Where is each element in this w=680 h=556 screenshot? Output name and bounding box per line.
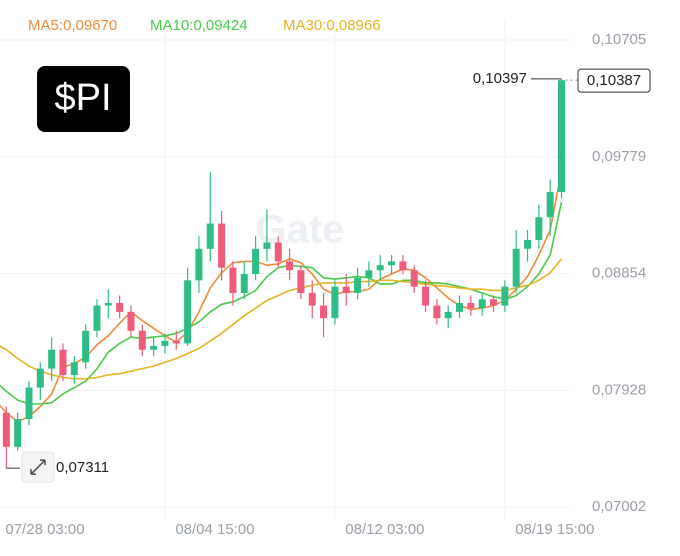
- candle-body: [422, 286, 430, 306]
- candle-body: [342, 286, 350, 293]
- y-tick-label: 0,10705: [592, 31, 646, 48]
- candle-body: [286, 261, 294, 271]
- x-tick-label: 08/04 15:00: [175, 521, 254, 538]
- candle-body: [512, 248, 520, 287]
- candle-body: [161, 340, 169, 346]
- candle-body: [501, 286, 509, 306]
- candle-body: [195, 248, 203, 281]
- candle-body: [229, 267, 237, 293]
- candle-body: [82, 330, 90, 363]
- legend-entry: MA30:0,08966: [283, 17, 381, 34]
- candle-body: [546, 192, 554, 218]
- candle-body: [399, 261, 407, 271]
- y-tick-label: 0,09779: [592, 148, 646, 165]
- candle-body: [433, 305, 441, 319]
- candle-body: [93, 305, 101, 331]
- low-label: 0,07311: [56, 459, 109, 476]
- candle-body: [218, 223, 226, 268]
- candle-body: [308, 292, 316, 306]
- candle-body: [127, 311, 135, 331]
- candle-body: [410, 270, 418, 287]
- ma-line: [0, 258, 563, 380]
- high-label: 0,10397: [473, 70, 527, 87]
- legend-entry: MA10:0,09424: [150, 17, 248, 34]
- candle-body: [25, 387, 33, 420]
- labels: 0,07002 0,07928 0,08854 0,09779 0,10705 07/28…: [5, 31, 651, 538]
- candle-body: [138, 330, 146, 350]
- badge-text: $PI: [54, 77, 111, 119]
- x-tick-label: 08/19 15:00: [515, 521, 594, 538]
- candle-body: [478, 299, 486, 309]
- candle-body: [490, 299, 498, 306]
- candle-body: [274, 242, 282, 262]
- candle-body: [535, 217, 543, 240]
- candle-body: [240, 274, 248, 293]
- candle-body: [331, 286, 339, 319]
- candle-body: [206, 223, 214, 249]
- expand-icon: [30, 459, 46, 475]
- candle-body: [524, 239, 532, 249]
- y-tick-label: 0,08854: [592, 264, 646, 281]
- candle-body: [14, 419, 22, 447]
- candle-body: [150, 345, 158, 350]
- candles: [2, 78, 565, 469]
- candle-body: [104, 303, 112, 306]
- x-tick-label: 08/12 03:00: [345, 521, 424, 538]
- candle-body: [320, 305, 328, 319]
- candle-body: [263, 242, 271, 249]
- x-tick-label: 07/28 03:00: [5, 521, 84, 538]
- last-price-label: 0,10387: [587, 72, 641, 89]
- candle-body: [252, 248, 260, 275]
- legend: MA5:0,09670 MA10:0,09424 MA30:0,08966: [28, 17, 381, 34]
- candle-body: [2, 412, 10, 447]
- candle-body: [172, 340, 180, 344]
- candle-body: [354, 277, 362, 293]
- candle-body: [456, 303, 464, 312]
- candle-body: [59, 349, 67, 375]
- candle-body: [36, 368, 44, 388]
- badge-box: [37, 66, 130, 132]
- candle-body: [444, 311, 452, 319]
- y-tick-label: 0,07928: [592, 381, 646, 398]
- candle-body: [297, 270, 305, 293]
- candle-body: [376, 265, 384, 271]
- candle-body: [467, 303, 475, 309]
- candle-body: [558, 80, 565, 193]
- candle-body: [116, 303, 124, 312]
- candle-body: [365, 270, 373, 278]
- candle-body: [184, 280, 192, 344]
- y-tick-label: 0,07002: [592, 498, 646, 515]
- candle-body: [388, 261, 396, 266]
- candle-body: [48, 349, 56, 369]
- grid: [0, 20, 570, 520]
- legend-entry: MA5:0,09670: [28, 17, 117, 34]
- candle-body: [70, 362, 78, 375]
- last-price-box: [577, 68, 651, 93]
